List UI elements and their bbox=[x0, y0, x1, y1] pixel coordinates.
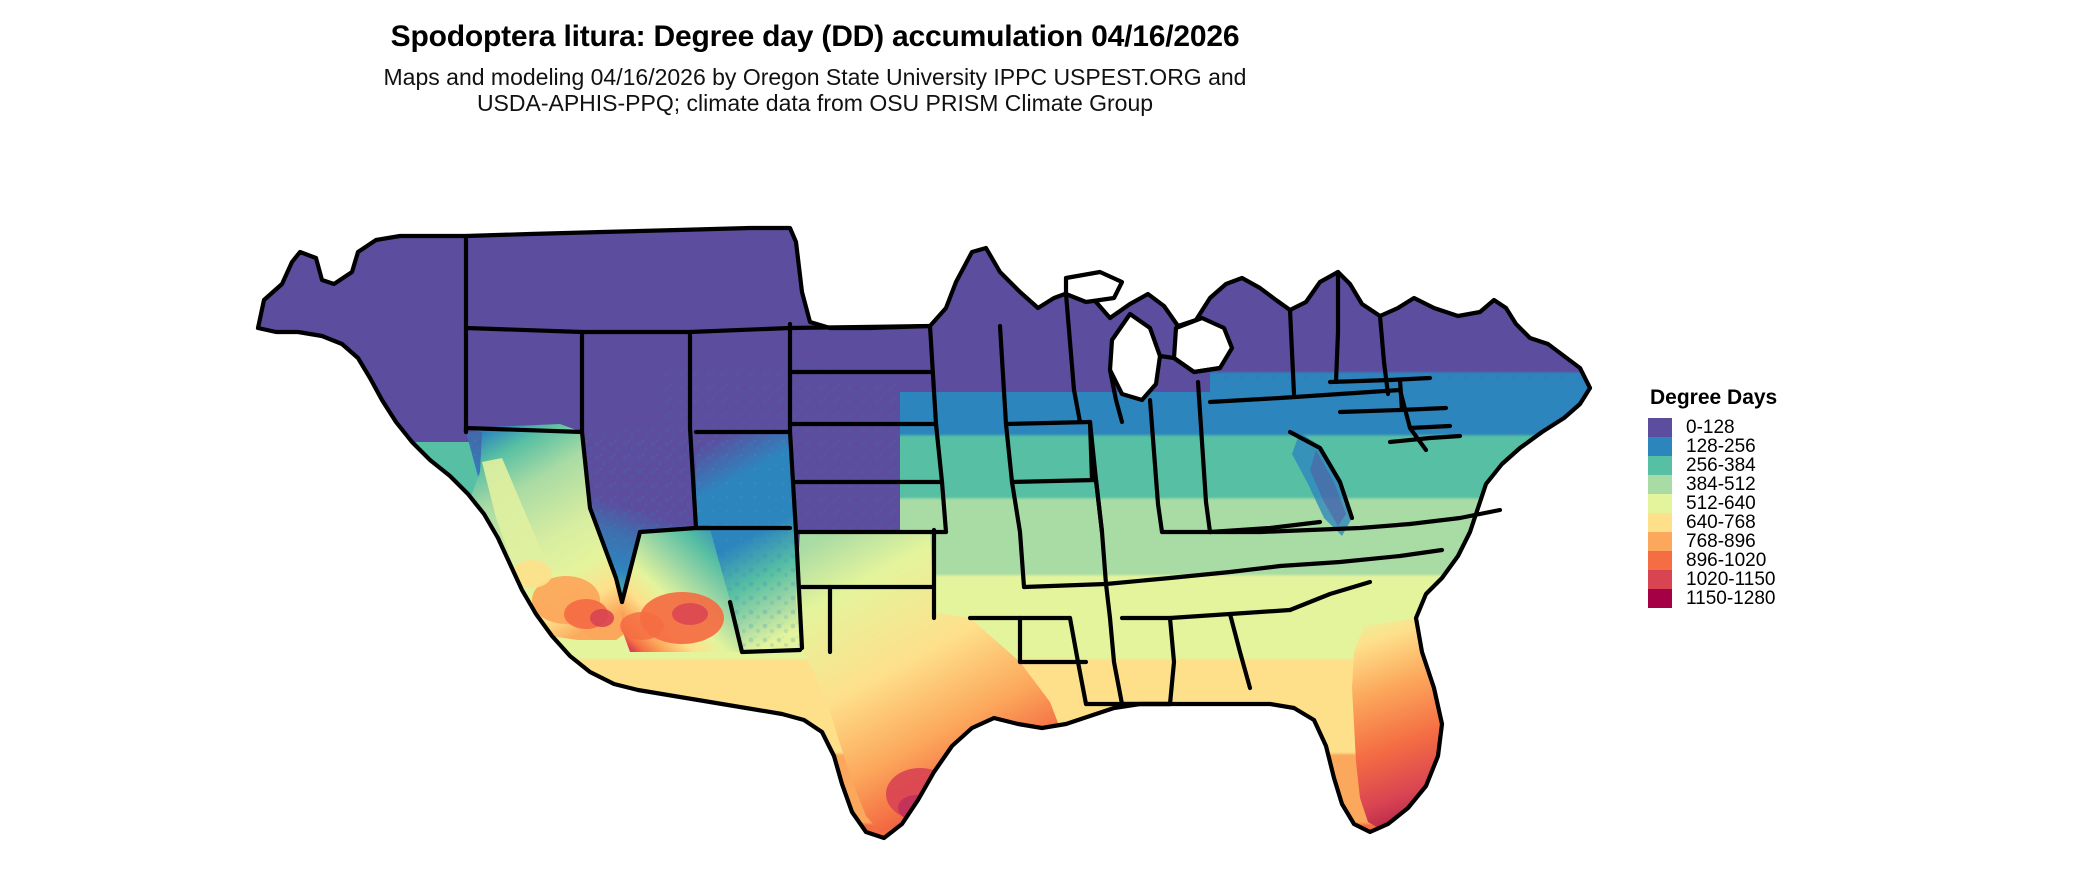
border-ma-north bbox=[1327, 375, 1433, 385]
border-pa-ny bbox=[1207, 387, 1403, 405]
border-ny-vt bbox=[1287, 307, 1297, 397]
rio-grande-valley-core bbox=[898, 795, 934, 821]
border-ky-va bbox=[1257, 521, 1413, 535]
legend-color-swatch bbox=[1648, 456, 1672, 475]
legend-color-swatch bbox=[1648, 513, 1672, 532]
appalachian-high-elevation bbox=[1310, 450, 1346, 526]
border-il-in bbox=[1087, 419, 1105, 535]
border-il-in-2 bbox=[1147, 397, 1165, 535]
border-nm-tx-north bbox=[793, 529, 805, 651]
subtitle-line-2: USDA-APHIS-PPQ; climate data from OSU PR… bbox=[476, 90, 1154, 116]
lake-michigan bbox=[1107, 311, 1163, 403]
new-mexico-texture bbox=[696, 432, 800, 652]
legend: Degree Days 0-128 128-256 256-384 384-512 51… bbox=[1648, 386, 2068, 608]
border-ca-nv bbox=[579, 429, 625, 605]
border-az-ut bbox=[637, 525, 699, 535]
legend-color-swatch bbox=[1648, 437, 1672, 456]
legend-item[interactable]: 512-640 bbox=[1648, 494, 2068, 513]
legend-item[interactable]: 1150-1280 bbox=[1648, 589, 2068, 608]
legend-item-label: 256-384 bbox=[1686, 455, 1756, 476]
border-pa-md bbox=[1387, 433, 1463, 445]
border-or-nv bbox=[463, 325, 693, 335]
appalachian-cool-band bbox=[1292, 432, 1352, 536]
legend-item-label: 896-1020 bbox=[1686, 550, 1767, 571]
border-nm-az-tx bbox=[727, 599, 803, 655]
legend-item-label: 1020-1150 bbox=[1686, 569, 1776, 590]
border-mi-lakes bbox=[1157, 353, 1223, 375]
legend-item[interactable]: 768-896 bbox=[1648, 532, 2068, 551]
socal-inland-warm bbox=[512, 560, 552, 588]
legend-item[interactable]: 640-768 bbox=[1648, 513, 2068, 532]
legend-item-label: 640-768 bbox=[1686, 512, 1756, 533]
border-nj-pa bbox=[1407, 423, 1453, 431]
us-degree-day-map bbox=[230, 132, 1630, 882]
border-va-md bbox=[1407, 507, 1503, 527]
border-mo-ks bbox=[1009, 479, 1027, 590]
northern-mottle-texture bbox=[258, 228, 1590, 392]
border-mn-wi bbox=[1063, 291, 1083, 425]
border-tn-ms-al-ga bbox=[1119, 607, 1293, 621]
yuma-hotspot bbox=[620, 612, 664, 640]
legend-item-label: 768-896 bbox=[1686, 531, 1756, 552]
legend-title: Degree Days bbox=[1650, 386, 1778, 409]
legend-color-swatch bbox=[1648, 418, 1672, 437]
border-nh-me bbox=[1377, 313, 1391, 397]
legend-item-label: 1150-1280 bbox=[1686, 588, 1776, 609]
legend-color-swatch bbox=[1648, 551, 1672, 570]
lake-superior bbox=[1063, 269, 1125, 305]
florida-keys bbox=[1375, 835, 1381, 838]
map-svg bbox=[255, 225, 1593, 841]
border-ms-al-east bbox=[1107, 615, 1125, 707]
legend-item-label: 0-128 bbox=[1686, 417, 1735, 438]
border-ca-or bbox=[463, 425, 585, 435]
border-ia-mn bbox=[1003, 419, 1093, 427]
legend-color-swatch bbox=[1648, 589, 1672, 608]
legend-color-swatch bbox=[1648, 475, 1672, 494]
legend-item[interactable]: 256-384 bbox=[1648, 456, 2068, 475]
border-nd-sd-north bbox=[787, 323, 933, 331]
border-mt-wy bbox=[687, 325, 793, 335]
legend-color-swatch bbox=[1648, 570, 1672, 589]
legend-color-swatch bbox=[1648, 532, 1672, 551]
border-ia-mo bbox=[1009, 477, 1099, 485]
border-wi-mi bbox=[1107, 367, 1125, 425]
subtitle-line-1: Maps and modeling 04/16/2026 by Oregon S… bbox=[383, 64, 1247, 90]
border-nc-sc bbox=[1287, 579, 1373, 613]
subtitle: Maps and modeling 04/16/2026 by Oregon S… bbox=[0, 64, 1630, 116]
border-tn-nc bbox=[1277, 547, 1445, 569]
border-ga-sc bbox=[1227, 611, 1253, 691]
imperial-valley-core bbox=[590, 609, 614, 627]
state-boundaries bbox=[255, 225, 1593, 841]
legend-item[interactable]: 896-1020 bbox=[1648, 551, 2068, 570]
border-in-oh bbox=[1195, 379, 1213, 535]
legend-item-label: 512-640 bbox=[1686, 493, 1756, 514]
border-mo-ar bbox=[1021, 581, 1109, 590]
legend-item[interactable]: 384-512 bbox=[1648, 475, 2068, 494]
legend-item-label: 384-512 bbox=[1686, 474, 1756, 495]
legend-item-label: 128-256 bbox=[1686, 436, 1756, 457]
border-wv-va bbox=[1287, 429, 1355, 521]
border-vt-nh bbox=[1333, 269, 1341, 385]
florida-peninsula-region bbox=[1352, 618, 1442, 830]
legend-color-swatch bbox=[1648, 494, 1672, 513]
border-al-ga-vert bbox=[1167, 615, 1177, 707]
border-mn-sd bbox=[927, 323, 949, 535]
legend-rows: 0-128 128-256 256-384 384-512 512-640 640-768… bbox=[1648, 418, 2068, 608]
title-block: Spodoptera litura: Degree day (DD) accum… bbox=[0, 0, 1630, 116]
legend-item[interactable]: 1020-1150 bbox=[1648, 570, 2068, 589]
border-co-ks bbox=[787, 429, 799, 535]
border-oh-wv bbox=[1207, 519, 1323, 535]
page-title: Spodoptera litura: Degree day (DD) accum… bbox=[390, 20, 1240, 53]
border-az-nv bbox=[619, 529, 643, 605]
legend-item[interactable]: 128-256 bbox=[1648, 437, 2068, 456]
phoenix-hotspot-core bbox=[672, 603, 708, 625]
border-ky-tn bbox=[1103, 563, 1283, 587]
legend-item[interactable]: 0-128 bbox=[1648, 418, 2068, 437]
